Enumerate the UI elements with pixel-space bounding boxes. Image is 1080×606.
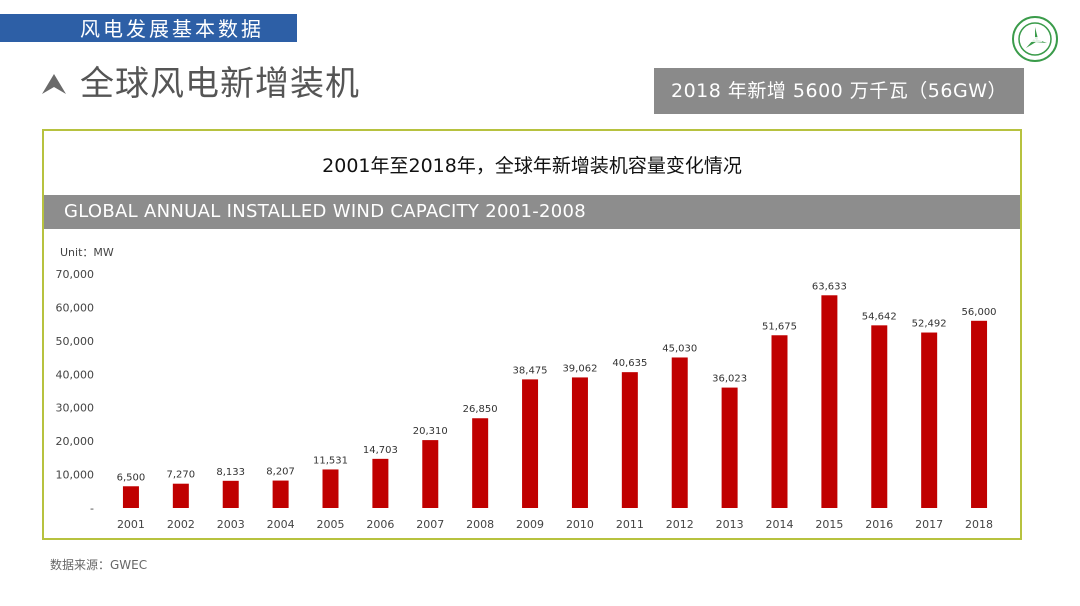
- x-tick-label-2007: 2007: [416, 518, 444, 531]
- bar-chart: Unit：MW - 10,000 20,000 30,000 40,000 50,000 6…: [56, 246, 997, 531]
- bar-2006: [372, 458, 389, 508]
- bar-2008: [472, 418, 489, 508]
- source-note: 数据来源：GWEC: [50, 558, 148, 572]
- x-tick-label-2011: 2011: [616, 518, 644, 531]
- x-tick-label-2009: 2009: [516, 518, 544, 531]
- x-tick-label-2006: 2006: [366, 518, 394, 531]
- bar-2014: [771, 335, 788, 508]
- bar-2007: [422, 440, 439, 508]
- x-tick-label-2001: 2001: [117, 518, 145, 531]
- data-label-2007: 20,310: [413, 426, 448, 437]
- bar-2010: [571, 377, 588, 508]
- bar-2012: [671, 357, 688, 508]
- bar-2001: [122, 486, 139, 508]
- chart-title: GLOBAL ANNUAL INSTALLED WIND CAPACITY 20…: [44, 195, 1020, 229]
- data-label-2010: 39,062: [562, 363, 597, 374]
- data-label-2006: 14,703: [363, 445, 398, 456]
- x-tick-label-2005: 2005: [317, 518, 345, 531]
- y-tick-label: 70,000: [56, 268, 95, 281]
- data-label-2013: 36,023: [712, 374, 747, 385]
- x-tick-label-2002: 2002: [167, 518, 195, 531]
- y-tick-label: 40,000: [56, 368, 95, 381]
- bar-2003: [222, 480, 239, 508]
- y-tick-label: 20,000: [56, 435, 95, 448]
- x-tick-label-2008: 2008: [466, 518, 494, 531]
- x-tick-label-2003: 2003: [217, 518, 245, 531]
- page-title: 全球风电新增装机: [80, 64, 360, 104]
- data-label-2002: 7,270: [167, 470, 196, 481]
- x-tick-label-2004: 2004: [267, 518, 295, 531]
- x-tick-label-2017: 2017: [915, 518, 943, 531]
- bar-2011: [621, 372, 638, 508]
- y-tick-label: 50,000: [56, 335, 95, 348]
- data-label-2011: 40,635: [612, 358, 647, 369]
- data-label-2017: 52,492: [912, 319, 947, 330]
- bar-2016: [871, 325, 888, 508]
- header-band: [0, 14, 297, 42]
- data-label-2004: 8,207: [266, 467, 295, 478]
- chart-caption: 2001年至2018年，全球年新增装机容量变化情况: [322, 155, 742, 177]
- bar-2002: [172, 483, 189, 508]
- bar-2018: [971, 320, 988, 508]
- x-tick-label-2012: 2012: [666, 518, 694, 531]
- y-tick-label: 60,000: [56, 301, 95, 314]
- x-tick-label-2013: 2013: [716, 518, 744, 531]
- y-tick-label: -: [90, 502, 94, 515]
- section-header-title: 风电发展基本数据: [80, 17, 264, 41]
- data-label-2005: 11,531: [313, 455, 348, 466]
- data-label-2001: 6,500: [117, 472, 146, 483]
- bar-2015: [821, 295, 838, 508]
- x-tick-label-2010: 2010: [566, 518, 594, 531]
- highlight-box: 2018 年新增 5600 万千瓦（56GW）: [654, 68, 1024, 114]
- data-label-2008: 26,850: [463, 404, 498, 415]
- chart-frame: 2001年至2018年，全球年新增装机容量变化情况 GLOBAL ANNUAL …: [42, 129, 1022, 540]
- x-tick-label-2014: 2014: [766, 518, 794, 531]
- y-tick-label: 30,000: [56, 402, 95, 415]
- data-label-2014: 51,675: [762, 321, 797, 332]
- bar-2005: [322, 469, 339, 508]
- data-label-2003: 8,133: [216, 467, 245, 478]
- bar-2013: [721, 387, 738, 508]
- data-label-2018: 56,000: [962, 307, 997, 318]
- x-tick-label-2016: 2016: [865, 518, 893, 531]
- data-label-2016: 54,642: [862, 311, 897, 322]
- data-label-2009: 38,475: [513, 365, 548, 376]
- unit-label: Unit：MW: [60, 246, 114, 259]
- x-tick-label-2018: 2018: [965, 518, 993, 531]
- bar-2004: [272, 480, 289, 508]
- section-arrow-icon: [40, 72, 68, 96]
- cwea-logo: [1012, 16, 1058, 62]
- bar-2009: [522, 379, 539, 508]
- data-label-2015: 63,633: [812, 281, 847, 292]
- x-tick-label-2015: 2015: [815, 518, 843, 531]
- bar-2017: [921, 332, 938, 508]
- data-label-2012: 45,030: [662, 343, 697, 354]
- y-tick-label: 10,000: [56, 469, 95, 482]
